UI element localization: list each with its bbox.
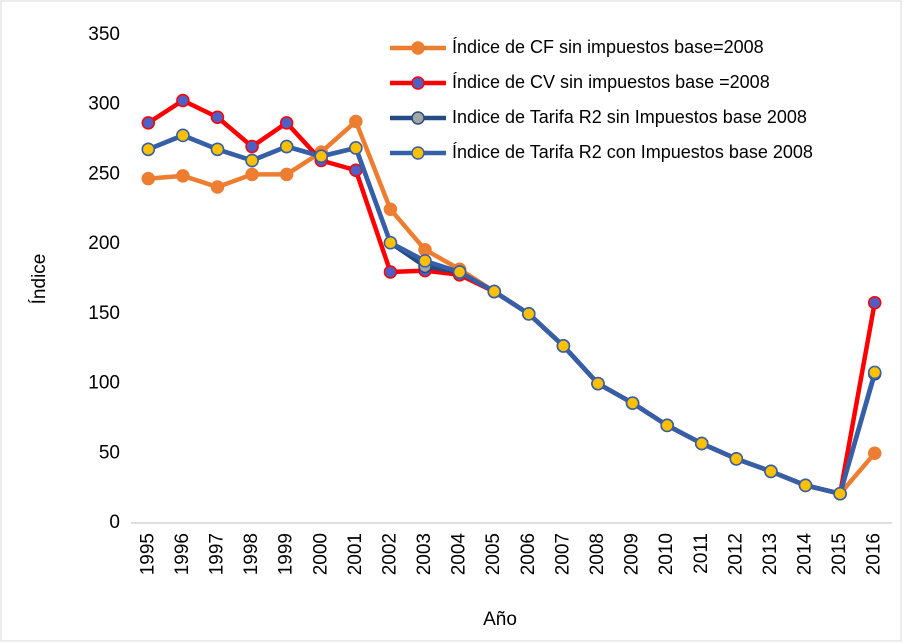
legend-marker	[411, 76, 425, 90]
data-point	[867, 446, 882, 461]
data-point	[867, 365, 882, 380]
y-tick-label: 0	[109, 512, 120, 533]
data-point	[349, 141, 363, 155]
x-tick-label: 1999	[276, 533, 297, 575]
data-point	[452, 265, 467, 279]
x-tick-label: 2006	[518, 533, 539, 575]
y-tick-label: 150	[88, 303, 120, 324]
x-tick-label: 2005	[483, 533, 504, 575]
y-tick-label: 350	[88, 24, 120, 45]
data-point	[279, 167, 294, 182]
data-point	[314, 149, 328, 164]
y-tick-label: 300	[88, 94, 120, 115]
data-point	[729, 452, 744, 466]
x-tick-label: 2010	[656, 533, 677, 575]
x-tick-label: 2000	[310, 533, 331, 575]
legend-marker	[411, 146, 425, 160]
y-tick-label: 50	[99, 442, 120, 463]
series-line	[147, 133, 877, 496]
legend-label: Índice de Tarifa R2 con Impuestos base 2…	[452, 142, 813, 162]
data-point	[383, 202, 398, 217]
data-point	[210, 142, 225, 157]
data-point	[418, 242, 432, 257]
x-tick-label: 2015	[829, 533, 850, 575]
data-point	[764, 464, 778, 479]
data-point	[141, 116, 156, 130]
data-point	[349, 114, 363, 129]
y-tick-label: 100	[88, 373, 120, 394]
x-tick-label: 2008	[587, 533, 608, 575]
data-point	[695, 436, 709, 451]
y-axis-title: Índice	[29, 254, 50, 305]
y-tick-label: 250	[88, 163, 120, 184]
data-point	[349, 163, 363, 177]
x-tick-label: 1997	[206, 533, 227, 575]
x-tick-label: 2012	[725, 533, 746, 575]
data-point	[210, 110, 225, 125]
data-point	[660, 418, 674, 433]
legend-label: Índice de CV sin impuestos base =2008	[452, 72, 770, 92]
x-tick-label: 2014	[795, 533, 816, 576]
x-tick-label: 1996	[172, 533, 193, 575]
data-point	[798, 478, 813, 493]
data-point	[176, 93, 190, 108]
data-point	[383, 265, 398, 279]
legend-label: Índice de CF sin impuestos base=2008	[452, 37, 764, 57]
x-tick-label: 2007	[552, 533, 573, 575]
x-tick-label: 2013	[760, 533, 781, 575]
data-point	[279, 116, 294, 130]
data-point	[141, 171, 156, 186]
x-tick-label: 2002	[379, 533, 400, 575]
data-point	[418, 254, 432, 268]
x-tick-label: 1998	[241, 533, 262, 575]
data-point	[591, 376, 605, 391]
x-axis-title: Año	[483, 609, 517, 630]
x-tick-label: 2001	[345, 533, 366, 575]
data-point	[383, 235, 398, 250]
x-tick-label: 2011	[691, 533, 712, 574]
legend-marker	[411, 41, 425, 55]
data-point	[245, 139, 259, 154]
data-point	[522, 307, 536, 321]
data-point	[141, 142, 156, 157]
data-point	[210, 180, 225, 194]
data-point	[625, 396, 640, 410]
data-point	[245, 167, 259, 182]
x-tick-label: 2004	[449, 533, 470, 576]
data-point	[176, 169, 190, 183]
data-point	[176, 128, 190, 143]
x-tick-label: 1995	[137, 533, 158, 575]
data-point	[833, 486, 847, 501]
data-point	[556, 339, 571, 353]
x-tick-label: 2009	[622, 533, 643, 575]
x-tick-label: 2003	[414, 533, 435, 575]
y-tick-label: 200	[88, 233, 120, 254]
data-point	[245, 153, 259, 168]
data-point	[487, 284, 501, 299]
data-point	[867, 295, 882, 310]
legend-label: Indice de Tarifa R2 sin Impuestos base 2…	[452, 107, 807, 127]
data-point	[279, 139, 294, 154]
x-tick-label: 2016	[864, 533, 885, 575]
legend-marker	[411, 111, 425, 125]
